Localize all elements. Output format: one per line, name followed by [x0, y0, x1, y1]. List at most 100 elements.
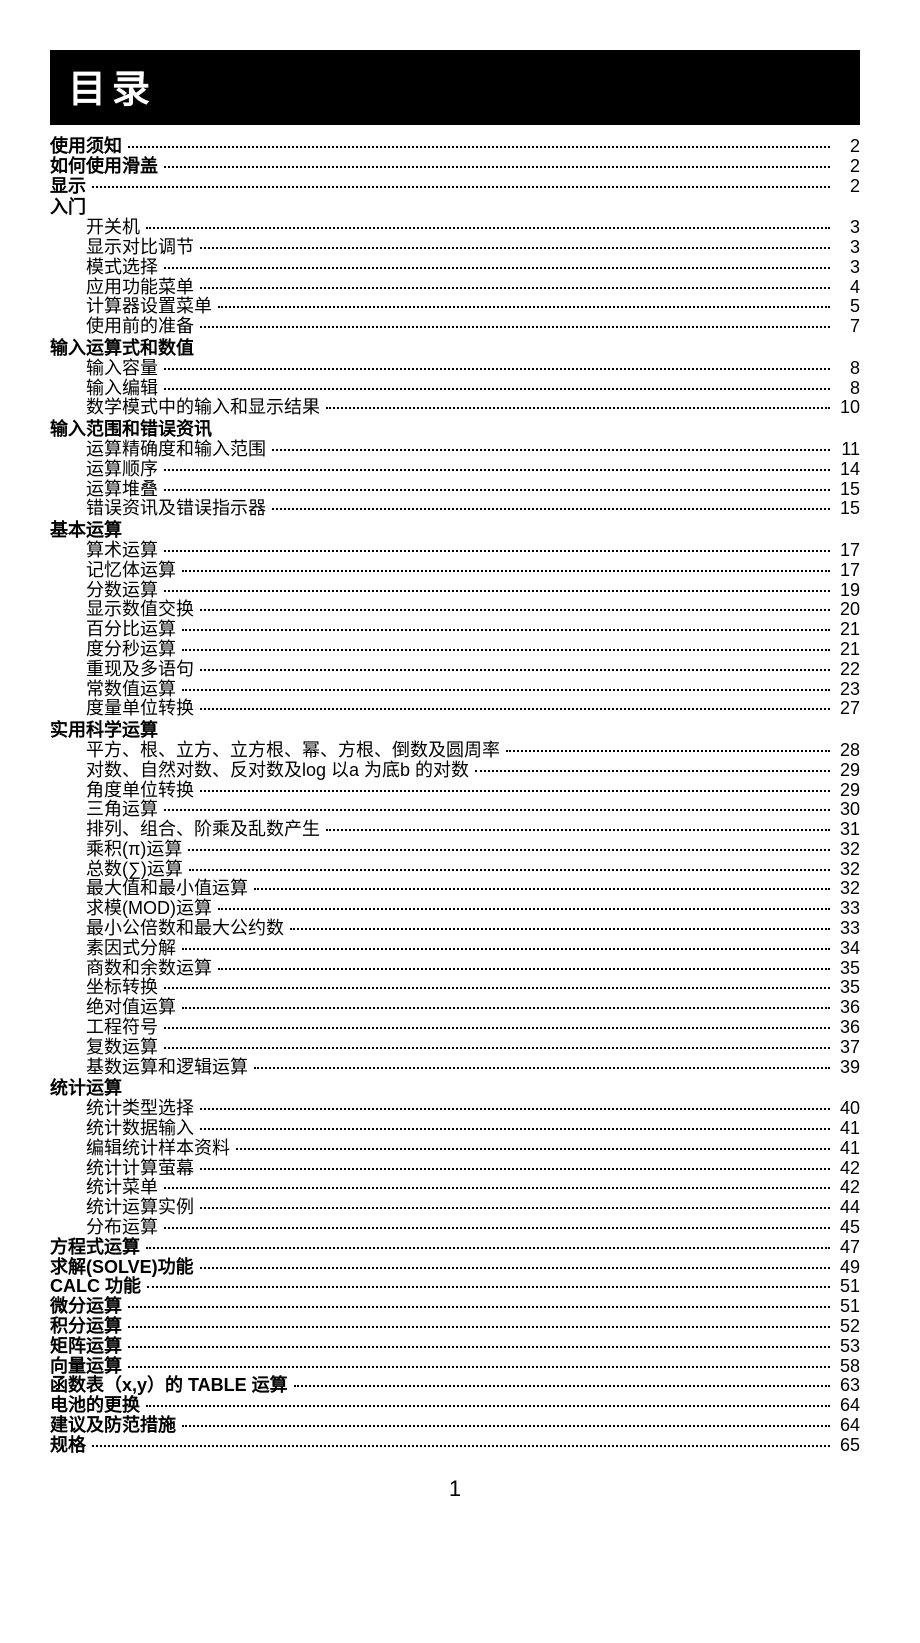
dot-leader — [147, 1286, 830, 1288]
toc-label: 总数(∑)运算 — [50, 860, 187, 880]
toc-line: 度分秒运算21 — [50, 640, 860, 660]
toc-line: 计算器设置菜单5 — [50, 297, 860, 317]
toc-line: 函数表（x,y）的 TABLE 运算63 — [50, 1376, 860, 1396]
dot-leader — [92, 186, 830, 188]
toc-label: 如何使用滑盖 — [50, 157, 162, 177]
toc-label: 函数表（x,y）的 TABLE 运算 — [50, 1376, 292, 1396]
toc-page: 44 — [832, 1198, 860, 1218]
toc-label: 统计运算实例 — [50, 1198, 198, 1218]
toc-label: 积分运算 — [50, 1317, 126, 1337]
toc-header-title: 目录 — [68, 69, 156, 111]
toc-label: 错误资讯及错误指示器 — [50, 499, 270, 519]
toc-page: 7 — [832, 317, 860, 337]
toc-label: 入门 — [50, 198, 90, 218]
toc-line: 显示2 — [50, 177, 860, 197]
toc-label: 求模(MOD)运算 — [50, 899, 216, 919]
toc-page: 31 — [832, 820, 860, 840]
toc-label: 实用科学运算 — [50, 721, 162, 741]
toc-line: 使用须知2 — [50, 137, 860, 157]
toc-label: 分数运算 — [50, 581, 162, 601]
toc-label: 开关机 — [50, 218, 144, 238]
toc-page: 47 — [832, 1238, 860, 1258]
toc-page: 33 — [832, 899, 860, 919]
dot-leader — [182, 948, 830, 950]
toc-label: 运算精确度和输入范围 — [50, 440, 270, 460]
toc-line: 输入范围和错误资讯 — [50, 420, 860, 440]
toc-label: 方程式运算 — [50, 1238, 144, 1258]
toc-page: 41 — [832, 1139, 860, 1159]
dot-leader — [164, 469, 830, 471]
toc-line: 对数、自然对数、反对数及log 以a 为底b 的对数29 — [50, 761, 860, 781]
toc-label: 求解(SOLVE)功能 — [50, 1258, 198, 1278]
toc-label: 绝对值运算 — [50, 998, 180, 1018]
dot-leader — [218, 968, 830, 970]
dot-leader — [164, 166, 830, 168]
toc-line: 复数运算37 — [50, 1038, 860, 1058]
toc-line: 统计菜单42 — [50, 1178, 860, 1198]
toc-label: 基数运算和逻辑运算 — [50, 1058, 252, 1078]
toc-header: 目录 — [50, 50, 860, 125]
toc-line: 基本运算 — [50, 521, 860, 541]
toc-label: 常数值运算 — [50, 680, 180, 700]
toc-line: 算术运算17 — [50, 541, 860, 561]
toc-line: 运算精确度和输入范围11 — [50, 440, 860, 460]
toc-label: 度分秒运算 — [50, 640, 180, 660]
toc-page: 3 — [832, 258, 860, 278]
toc-line: 总数(∑)运算32 — [50, 860, 860, 880]
dot-leader — [92, 1445, 830, 1447]
toc-page: 4 — [832, 278, 860, 298]
toc-label: 度量单位转换 — [50, 699, 198, 719]
toc-line: 工程符号36 — [50, 1018, 860, 1038]
toc-line: 向量运算58 — [50, 1357, 860, 1377]
toc-page: 3 — [832, 238, 860, 258]
dot-leader — [128, 1326, 830, 1328]
toc-line: 方程式运算 47 — [50, 1238, 860, 1258]
toc-line: 微分运算51 — [50, 1297, 860, 1317]
toc-page: 28 — [832, 741, 860, 761]
toc-page: 19 — [832, 581, 860, 601]
dot-leader — [254, 1067, 830, 1069]
toc-page: 40 — [832, 1099, 860, 1119]
toc-line: 应用功能菜单4 — [50, 278, 860, 298]
toc-line: 常数值运算23 — [50, 680, 860, 700]
toc-page: 27 — [832, 699, 860, 719]
toc-list: 使用须知2如何使用滑盖 2显示2入门开关机 3 显示对比调节 3模式选择3应用功能菜单4… — [50, 137, 860, 1456]
toc-page: 2 — [832, 157, 860, 177]
toc-page: 64 — [832, 1396, 860, 1416]
page-number: 1 — [50, 1476, 860, 1502]
dot-leader — [200, 708, 830, 710]
dot-leader — [200, 287, 830, 289]
toc-line: 绝对值运算36 — [50, 998, 860, 1018]
dot-leader — [164, 1047, 830, 1049]
toc-label: 规格 — [50, 1436, 90, 1456]
toc-label: 对数、自然对数、反对数及log 以a 为底b 的对数 — [50, 761, 473, 781]
toc-line: 角度单位转换29 — [50, 781, 860, 801]
dot-leader — [182, 629, 830, 631]
toc-page: 14 — [832, 460, 860, 480]
dot-leader — [182, 1007, 830, 1009]
dot-leader — [164, 1187, 830, 1189]
toc-page: 42 — [832, 1159, 860, 1179]
toc-label: 最大值和最小值运算 — [50, 879, 252, 899]
toc-page: 10 — [832, 398, 860, 418]
toc-line: 运算顺序14 — [50, 460, 860, 480]
toc-line: 显示对比调节 3 — [50, 238, 860, 258]
toc-line: 统计计算萤幕42 — [50, 1159, 860, 1179]
dot-leader — [294, 1385, 830, 1387]
toc-page: 2 — [832, 177, 860, 197]
dot-leader — [164, 489, 830, 491]
toc-line: 基数运算和逻辑运算39 — [50, 1058, 860, 1078]
toc-line: 分数运算 19 — [50, 581, 860, 601]
toc-page: 8 — [832, 379, 860, 399]
toc-line: 分布运算45 — [50, 1218, 860, 1238]
toc-page: 53 — [832, 1337, 860, 1357]
dot-leader — [200, 609, 830, 611]
toc-page: 8 — [832, 359, 860, 379]
dot-leader — [200, 1267, 830, 1269]
toc-label: 显示对比调节 — [50, 238, 198, 258]
toc-line: 度量单位转换 27 — [50, 699, 860, 719]
toc-label: 角度单位转换 — [50, 781, 198, 801]
dot-leader — [506, 750, 830, 752]
toc-line: 模式选择3 — [50, 258, 860, 278]
toc-line: 如何使用滑盖 2 — [50, 157, 860, 177]
